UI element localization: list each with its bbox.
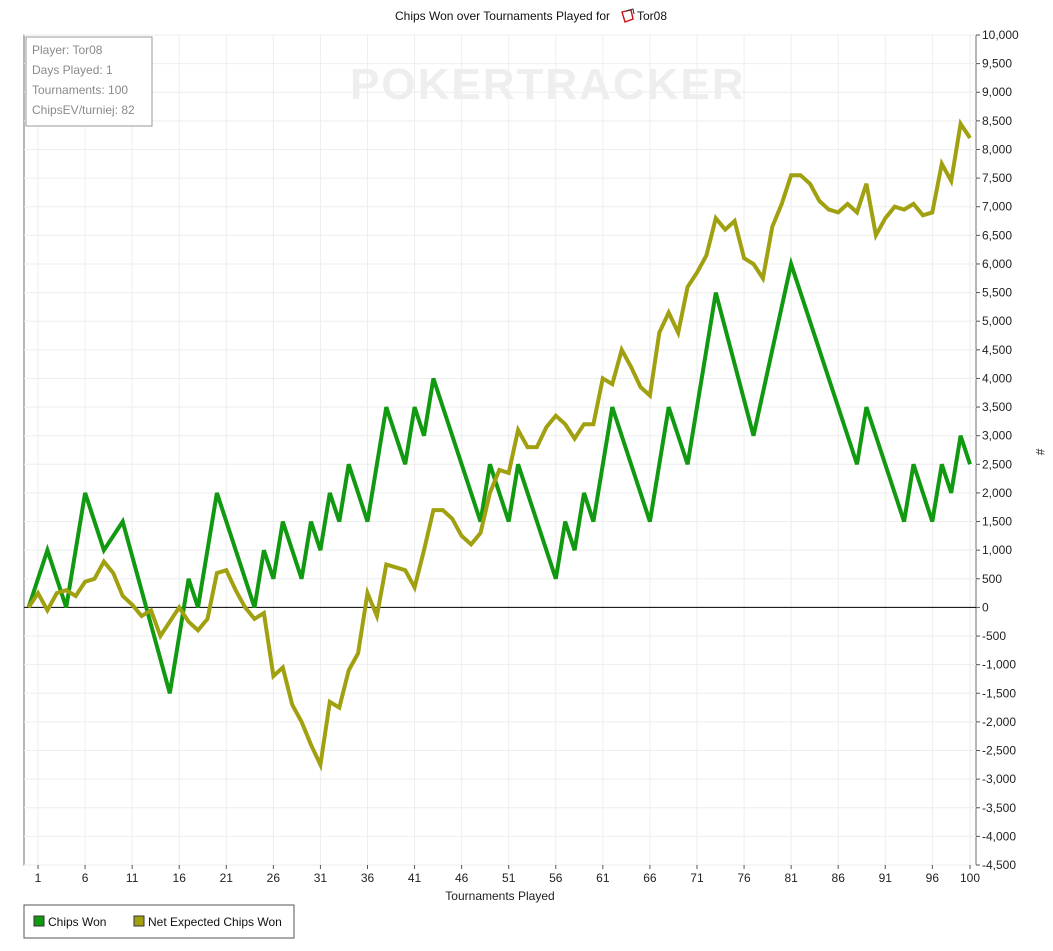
chart-title-text: Chips Won over Tournaments Played for xyxy=(395,9,610,23)
y-tick-label: -2,000 xyxy=(982,715,1016,729)
y-tick-label: 4,000 xyxy=(982,371,1012,385)
series-line-net-expected-chips-won xyxy=(26,118,972,772)
x-axis-label: Tournaments Played xyxy=(445,889,554,903)
y-tick-label: -3,500 xyxy=(982,801,1016,815)
y-tick-label: 500 xyxy=(982,572,1002,586)
y-tick-label: 8,500 xyxy=(982,114,1012,128)
y-tick-label: -1,000 xyxy=(982,658,1016,672)
x-tick-label: 11 xyxy=(126,871,139,885)
info-days-played: Days Played: 1 xyxy=(32,63,113,77)
y-tick-label: 7,000 xyxy=(982,200,1012,214)
legend-label-chips-won: Chips Won xyxy=(48,915,106,929)
x-tick-label: 76 xyxy=(737,871,751,885)
y-tick-label: -2,500 xyxy=(982,744,1016,758)
legend: Chips Won Net Expected Chips Won xyxy=(23,904,295,939)
x-tick-label: 51 xyxy=(502,871,516,885)
y-axis: 10,000 9,500 9,000 8,500 8,000 7,500 7,000 6,50… xyxy=(976,28,1019,872)
x-tick-label: 86 xyxy=(832,871,846,885)
y-tick-label: -4,500 xyxy=(982,858,1016,872)
x-tick-label: 66 xyxy=(643,871,657,885)
legend-swatch-net-expected xyxy=(133,915,145,927)
y-tick-label: 10,000 xyxy=(982,28,1019,42)
y-tick-label: 2,000 xyxy=(982,486,1012,500)
y-tick-label: 5,500 xyxy=(982,286,1012,300)
x-tick-label: 6 xyxy=(82,871,89,885)
x-tick-label: 31 xyxy=(314,871,328,885)
player-badge-icon xyxy=(621,8,635,23)
y-tick-label: -3,000 xyxy=(982,772,1016,786)
x-tick-label: 100 xyxy=(960,871,980,885)
y-tick-label: 9,500 xyxy=(982,57,1012,71)
plot-area xyxy=(23,34,977,866)
chart-title-player: Tor08 xyxy=(637,9,667,23)
y-tick-label: 3,500 xyxy=(982,400,1012,414)
y-tick-label: 8,000 xyxy=(982,142,1012,156)
y-tick-label: -500 xyxy=(982,629,1006,643)
x-axis: 1 6 11 16 21 26 31 36 41 46 51 56 61 66 71 76 81 86 91 96 10… xyxy=(35,865,980,885)
y-tick-label: 6,500 xyxy=(982,228,1012,242)
x-tick-label: 56 xyxy=(549,871,563,885)
x-tick-label: 46 xyxy=(455,871,469,885)
y-axis-label: # xyxy=(1033,449,1047,456)
series-line-chips-won xyxy=(26,256,972,694)
y-tick-label: 1,000 xyxy=(982,543,1012,557)
x-tick-label: 36 xyxy=(361,871,375,885)
legend-box xyxy=(23,904,295,939)
y-tick-label: 7,500 xyxy=(982,171,1012,185)
y-tick-label: 3,000 xyxy=(982,429,1012,443)
y-tick-label: 2,500 xyxy=(982,457,1012,471)
chart-title: Chips Won over Tournaments Played for To… xyxy=(395,8,667,23)
x-tick-label: 21 xyxy=(220,871,234,885)
y-tick-label: 6,000 xyxy=(982,257,1012,271)
grid xyxy=(24,34,976,866)
x-tick-label: 96 xyxy=(926,871,940,885)
x-tick-label: 71 xyxy=(690,871,704,885)
info-chips-ev: ChipsEV/turniej: 82 xyxy=(32,103,135,117)
x-tick-label: 1 xyxy=(35,871,42,885)
y-tick-label: -4,000 xyxy=(982,829,1016,843)
y-tick-label: 1,500 xyxy=(982,515,1012,529)
x-tick-label: 26 xyxy=(267,871,281,885)
x-tick-label: 16 xyxy=(173,871,187,885)
y-tick-label: 0 xyxy=(982,600,989,614)
series-layer xyxy=(26,118,972,772)
y-tick-label: 5,000 xyxy=(982,314,1012,328)
legend-label-net-expected: Net Expected Chips Won xyxy=(148,915,282,929)
y-tick-label: -1,500 xyxy=(982,686,1016,700)
y-tick-label: 4,500 xyxy=(982,343,1012,357)
legend-swatch-chips-won xyxy=(33,915,45,927)
x-tick-label: 41 xyxy=(408,871,422,885)
x-tick-label: 61 xyxy=(596,871,610,885)
info-player: Player: Tor08 xyxy=(32,43,103,57)
x-tick-label: 81 xyxy=(784,871,798,885)
pokertracker-watermark: POKERTRACKER xyxy=(350,60,746,109)
x-tick-label: 91 xyxy=(879,871,893,885)
y-tick-label: 9,000 xyxy=(982,85,1012,99)
info-box: Player: Tor08 Days Played: 1 Tournaments… xyxy=(25,36,153,127)
info-tournaments: Tournaments: 100 xyxy=(32,83,128,97)
